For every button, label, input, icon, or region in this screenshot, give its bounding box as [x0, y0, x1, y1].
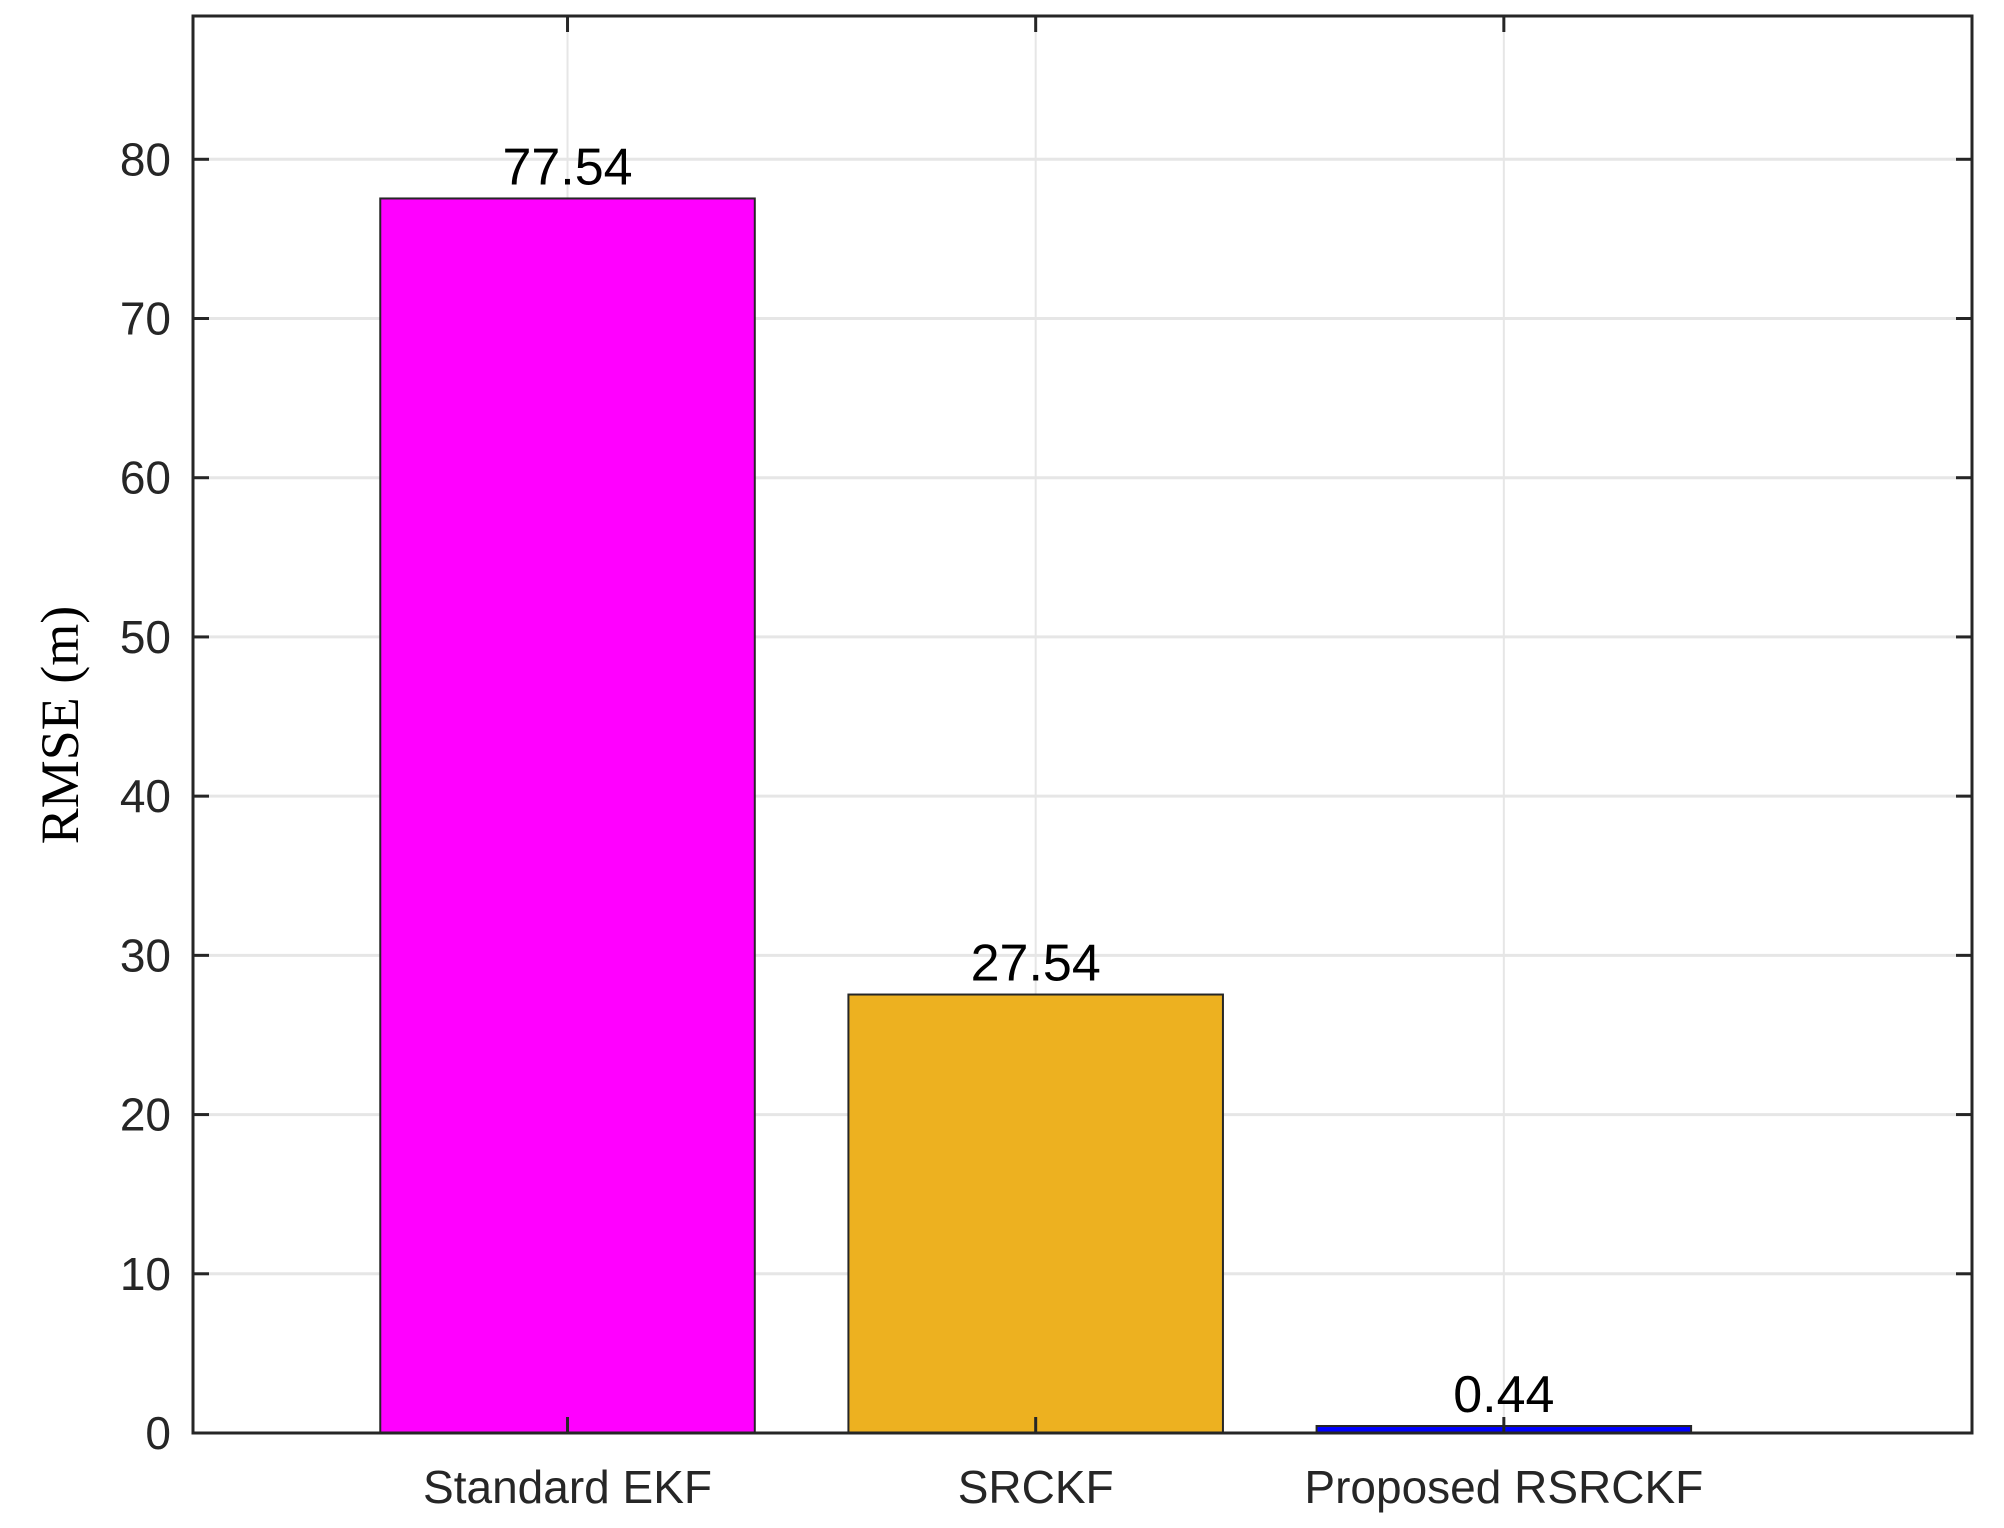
data-labels: 77.54 27.54 0.44 — [502, 138, 1554, 1424]
y-tick-label: 40 — [120, 770, 171, 822]
y-tick-label: 20 — [120, 1089, 171, 1141]
x-tick-labels: Standard EKF SRCKF Proposed RSRCKF — [423, 1461, 1703, 1513]
data-label: 0.44 — [1453, 1366, 1554, 1424]
y-tick-label: 50 — [120, 611, 171, 663]
x-tick-label: Proposed RSRCKF — [1304, 1461, 1703, 1513]
plot-frame — [191, 14, 1974, 1435]
y-axis-label: RMSE (m) — [30, 606, 90, 845]
y-tick-label: 0 — [145, 1407, 171, 1459]
x-tick-label: Standard EKF — [423, 1461, 712, 1513]
data-label: 27.54 — [971, 935, 1101, 993]
y-tick-label: 60 — [120, 452, 171, 504]
bar — [379, 197, 756, 1435]
y-tick-labels: 0 10 20 30 40 50 60 70 80 — [120, 133, 171, 1459]
x-tick-label: SRCKF — [958, 1461, 1114, 1513]
y-tick-label: 70 — [120, 293, 171, 345]
data-label: 77.54 — [502, 138, 632, 196]
bar — [847, 993, 1224, 1434]
y-tick-label: 80 — [120, 133, 171, 185]
y-tick-label: 10 — [120, 1248, 171, 1300]
axis-ticks — [193, 16, 1972, 1435]
y-tick-label: 30 — [120, 929, 171, 981]
